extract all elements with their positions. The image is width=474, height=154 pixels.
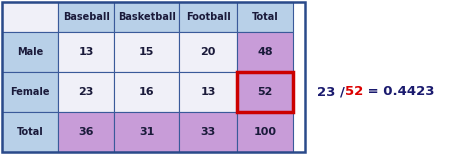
Bar xyxy=(2,111,58,152)
Bar xyxy=(179,72,237,111)
Text: Female: Female xyxy=(10,87,50,97)
Bar xyxy=(237,2,293,32)
Text: = 0.4423: = 0.4423 xyxy=(363,85,435,98)
Bar xyxy=(2,2,58,32)
Bar xyxy=(58,72,114,111)
Bar xyxy=(114,2,179,32)
Bar xyxy=(2,72,58,111)
Bar xyxy=(237,111,293,152)
Bar xyxy=(114,32,179,72)
Text: 16: 16 xyxy=(139,87,155,97)
Text: 36: 36 xyxy=(78,127,94,137)
Text: Male: Male xyxy=(17,47,43,57)
Bar xyxy=(58,111,114,152)
Text: 48: 48 xyxy=(257,47,273,57)
Text: Total: Total xyxy=(17,127,44,137)
Text: 23: 23 xyxy=(78,87,94,97)
Text: 52: 52 xyxy=(257,87,273,97)
Bar xyxy=(237,72,293,111)
Bar xyxy=(58,32,114,72)
Bar xyxy=(237,72,293,111)
Text: 13: 13 xyxy=(201,87,216,97)
Text: 33: 33 xyxy=(201,127,216,137)
Text: 52: 52 xyxy=(345,85,363,98)
Bar xyxy=(237,32,293,72)
Text: 100: 100 xyxy=(253,127,276,137)
Bar xyxy=(114,111,179,152)
Text: Football: Football xyxy=(186,12,230,22)
Text: Baseball: Baseball xyxy=(63,12,109,22)
Text: Total: Total xyxy=(252,12,278,22)
Bar xyxy=(114,72,179,111)
Bar xyxy=(179,2,237,32)
Bar xyxy=(58,2,114,32)
Bar xyxy=(2,2,305,152)
Text: Basketball: Basketball xyxy=(118,12,176,22)
Text: 23 /: 23 / xyxy=(317,85,349,98)
Text: 31: 31 xyxy=(139,127,155,137)
Bar xyxy=(179,111,237,152)
Text: 13: 13 xyxy=(78,47,94,57)
Text: 20: 20 xyxy=(201,47,216,57)
Text: 15: 15 xyxy=(139,47,155,57)
Bar xyxy=(179,32,237,72)
Bar xyxy=(2,32,58,72)
